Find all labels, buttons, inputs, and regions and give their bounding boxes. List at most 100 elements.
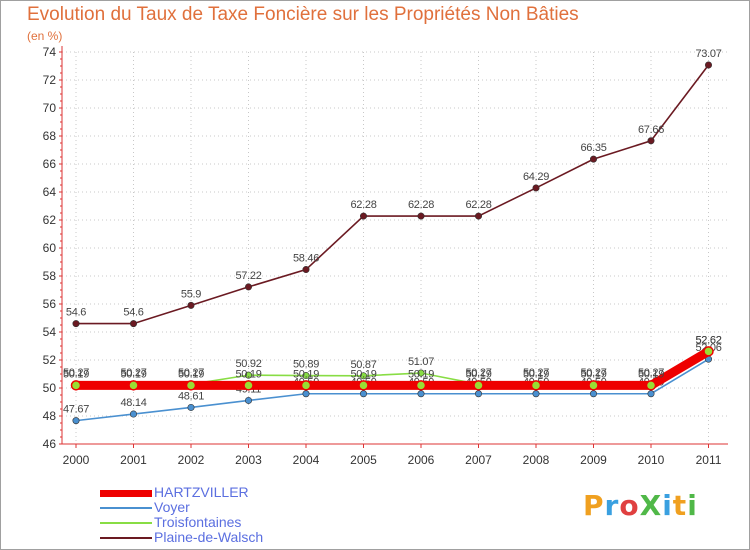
data-point-voyer [589, 390, 597, 398]
y-tick-label: 56 [43, 297, 57, 311]
y-tick-label: 46 [43, 437, 57, 451]
logo-letter: i [662, 489, 673, 522]
y-tick-label: 48 [43, 409, 57, 423]
chart-title: Evolution du Taux de Taxe Foncière sur l… [27, 4, 579, 25]
data-label-plaine-de-walsch: 54.6 [66, 307, 86, 319]
data-label-hartzviller: 52.62 [695, 334, 721, 346]
data-label-troisfontaines: 52.62 [695, 334, 721, 346]
x-tick-label: 2004 [293, 453, 320, 467]
data-point-voyer [359, 390, 367, 398]
data-label-plaine-de-walsch: 62.28 [350, 199, 376, 211]
data-label-troisfontaines: 51.07 [408, 356, 434, 368]
data-point-troisfontaines [245, 371, 253, 379]
data-label-plaine-de-walsch: 58.46 [293, 253, 319, 265]
data-label-hartzviller: 50.19 [638, 368, 664, 380]
data-label-voyer: 48.61 [178, 390, 204, 402]
legend-label-voyer: Voyer [154, 499, 190, 515]
data-point-hartzviller [70, 380, 82, 391]
data-label-hartzviller: 50.19 [63, 368, 89, 380]
y-tick-label: 52 [43, 353, 57, 367]
x-tick-label: 2005 [350, 453, 377, 467]
legend-label-troisfontaines: Troisfontaines [154, 514, 242, 530]
data-point-plaine-de-walsch [359, 212, 367, 220]
data-point-hartzviller [300, 380, 312, 391]
data-label-plaine-de-walsch: 73.07 [695, 48, 721, 60]
logo-letter: o [619, 489, 640, 522]
x-tick-label: 2009 [580, 453, 607, 467]
y-tick-label: 72 [43, 73, 57, 87]
data-label-voyer: 48.14 [120, 397, 146, 409]
data-label-hartzviller: 50.19 [293, 368, 319, 380]
data-label-troisfontaines: 50.27 [63, 367, 89, 379]
x-tick-label: 2003 [235, 453, 262, 467]
y-tick-label: 64 [43, 185, 57, 199]
data-point-hartzviller [185, 380, 197, 391]
legend-item-plaine-de-walsch: Plaine-de-Walsch [100, 529, 400, 546]
data-point-voyer [417, 390, 425, 398]
y-tick-label: 54 [43, 325, 57, 339]
data-point-hartzviller [358, 380, 369, 391]
y-tick-label: 60 [43, 241, 57, 255]
data-label-troisfontaines: 50.87 [350, 359, 376, 371]
data-label-plaine-de-walsch: 62.28 [408, 199, 434, 211]
legend-swatch-troisfontaines [100, 522, 152, 524]
data-point-troisfontaines [417, 369, 425, 377]
data-point-plaine-de-walsch [647, 137, 655, 145]
data-point-voyer [245, 396, 253, 404]
data-point-voyer [72, 417, 80, 425]
data-point-hartzviller [530, 380, 542, 391]
legend-swatch-voyer [100, 507, 152, 509]
data-point-voyer [647, 390, 655, 398]
data-label-hartzviller: 50.19 [235, 368, 261, 380]
data-point-voyer [130, 410, 138, 418]
y-tick-label: 50 [43, 381, 57, 395]
y-tick-label: 66 [43, 157, 57, 171]
data-point-voyer [187, 403, 195, 411]
data-point-hartzviller [473, 380, 484, 391]
data-label-plaine-de-walsch: 54.6 [123, 307, 143, 319]
data-label-voyer: 47.67 [63, 404, 89, 416]
data-label-plaine-de-walsch: 67.66 [638, 124, 664, 136]
legend-swatch-plaine-de-walsch [100, 537, 152, 539]
y-tick-label: 70 [43, 101, 57, 115]
data-label-plaine-de-walsch: 64.29 [523, 171, 549, 183]
data-point-hartzviller [588, 380, 599, 391]
legend-item-voyer: Voyer [100, 499, 400, 516]
legend-swatch-hartzviller [100, 490, 152, 497]
data-point-hartzviller [703, 346, 714, 357]
x-tick-label: 2002 [178, 453, 205, 467]
x-tick-label: 2008 [523, 453, 550, 467]
data-point-hartzviller [128, 380, 139, 391]
legend-label-plaine-de-walsch: Plaine-de-Walsch [154, 529, 264, 545]
data-point-voyer [474, 390, 482, 398]
data-label-hartzviller: 50.19 [120, 368, 146, 380]
proxiti-logo: ProXiti [583, 489, 698, 522]
data-point-hartzviller [243, 380, 254, 391]
legend-item-hartzviller: HARTZVILLER [100, 484, 400, 501]
data-point-plaine-de-walsch [187, 301, 195, 309]
data-label-troisfontaines: 50.92 [235, 358, 261, 370]
data-point-plaine-de-walsch [245, 283, 253, 291]
series-line-hartzviller [76, 347, 711, 390]
x-tick-label: 2006 [408, 453, 435, 467]
data-point-hartzviller [645, 380, 657, 391]
x-tick-label: 2011 [696, 453, 722, 467]
x-tick-label: 2001 [120, 453, 147, 467]
data-label-hartzviller: 50.19 [408, 368, 434, 380]
logo-letter: i [687, 489, 698, 522]
data-label-hartzviller: 50.19 [580, 368, 606, 380]
data-label-troisfontaines: 50.27 [178, 367, 204, 379]
data-point-troisfontaines [359, 372, 367, 380]
data-label-plaine-de-walsch: 62.28 [465, 199, 491, 211]
data-point-troisfontaines [302, 372, 310, 380]
data-point-voyer [302, 390, 310, 398]
data-point-plaine-de-walsch [417, 212, 425, 220]
logo-letter: P [583, 489, 605, 522]
data-label-troisfontaines: 50.27 [580, 367, 606, 379]
data-label-plaine-de-walsch: 66.35 [580, 142, 606, 154]
data-label-hartzviller: 50.19 [178, 368, 204, 380]
data-point-plaine-de-walsch [130, 320, 138, 328]
data-point-plaine-de-walsch [532, 184, 540, 192]
y-tick-label: 68 [43, 129, 57, 143]
